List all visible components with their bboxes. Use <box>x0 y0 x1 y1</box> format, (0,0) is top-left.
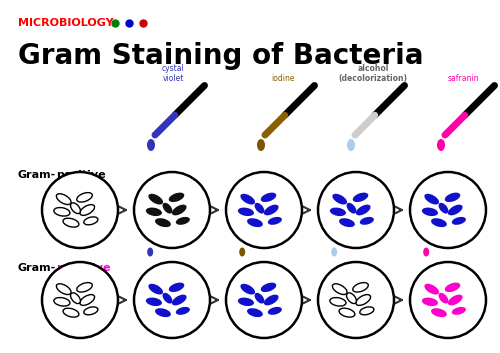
Ellipse shape <box>168 283 184 292</box>
Text: positive: positive <box>56 170 106 180</box>
Ellipse shape <box>70 203 81 214</box>
Ellipse shape <box>431 218 447 227</box>
Ellipse shape <box>76 193 92 202</box>
Ellipse shape <box>254 293 264 304</box>
Ellipse shape <box>444 283 460 292</box>
Ellipse shape <box>63 218 79 227</box>
Text: cystal
violet: cystal violet <box>162 64 184 83</box>
Ellipse shape <box>155 218 171 227</box>
Ellipse shape <box>56 194 71 204</box>
Ellipse shape <box>346 203 356 214</box>
Ellipse shape <box>264 205 278 215</box>
Ellipse shape <box>240 284 255 294</box>
Ellipse shape <box>360 217 374 225</box>
Ellipse shape <box>422 208 438 216</box>
Ellipse shape <box>347 139 355 151</box>
Ellipse shape <box>172 205 186 215</box>
Ellipse shape <box>437 139 445 151</box>
Ellipse shape <box>260 193 276 202</box>
Ellipse shape <box>352 283 368 292</box>
Ellipse shape <box>76 283 92 292</box>
Text: MICROBIOLOGY: MICROBIOLOGY <box>18 18 114 28</box>
Circle shape <box>226 172 302 248</box>
Ellipse shape <box>54 298 70 306</box>
Ellipse shape <box>168 193 184 202</box>
Ellipse shape <box>423 247 429 257</box>
Ellipse shape <box>356 205 370 215</box>
Circle shape <box>410 172 486 248</box>
Ellipse shape <box>257 139 265 151</box>
Ellipse shape <box>452 307 466 315</box>
Ellipse shape <box>352 193 368 202</box>
Circle shape <box>42 172 118 248</box>
Text: Gram-: Gram- <box>18 263 56 273</box>
Ellipse shape <box>422 298 438 306</box>
Text: Gram Staining of Bacteria: Gram Staining of Bacteria <box>18 42 424 70</box>
Circle shape <box>410 262 486 338</box>
Ellipse shape <box>424 284 439 294</box>
Circle shape <box>318 262 394 338</box>
Circle shape <box>318 172 394 248</box>
Ellipse shape <box>172 295 186 305</box>
Text: Gram-: Gram- <box>18 170 56 180</box>
Ellipse shape <box>63 308 79 317</box>
Ellipse shape <box>148 194 163 204</box>
Ellipse shape <box>80 295 94 305</box>
Ellipse shape <box>84 307 98 315</box>
Ellipse shape <box>254 203 264 214</box>
Ellipse shape <box>332 194 347 204</box>
Ellipse shape <box>330 208 346 216</box>
Circle shape <box>134 262 210 338</box>
Ellipse shape <box>162 203 172 214</box>
Circle shape <box>134 172 210 248</box>
Ellipse shape <box>264 295 278 305</box>
Ellipse shape <box>330 298 346 306</box>
Ellipse shape <box>240 194 255 204</box>
Ellipse shape <box>176 307 190 315</box>
Text: alcohol
(decolorization): alcohol (decolorization) <box>338 64 407 83</box>
Ellipse shape <box>147 139 155 151</box>
Ellipse shape <box>70 293 81 304</box>
Ellipse shape <box>268 217 282 225</box>
Ellipse shape <box>238 298 254 306</box>
Ellipse shape <box>448 205 462 215</box>
Ellipse shape <box>155 308 171 317</box>
Ellipse shape <box>146 208 162 216</box>
Ellipse shape <box>438 203 448 214</box>
Ellipse shape <box>332 284 347 294</box>
Ellipse shape <box>444 193 460 202</box>
Ellipse shape <box>356 295 370 305</box>
Ellipse shape <box>346 293 356 304</box>
Ellipse shape <box>239 247 245 257</box>
Ellipse shape <box>339 308 355 317</box>
Ellipse shape <box>80 205 94 215</box>
Ellipse shape <box>448 295 462 305</box>
Ellipse shape <box>247 218 263 227</box>
Ellipse shape <box>176 217 190 225</box>
Ellipse shape <box>238 208 254 216</box>
Text: iodine: iodine <box>271 74 295 83</box>
Text: negative: negative <box>56 263 110 273</box>
Circle shape <box>42 262 118 338</box>
Circle shape <box>226 262 302 338</box>
Ellipse shape <box>247 308 263 317</box>
Ellipse shape <box>146 298 162 306</box>
Ellipse shape <box>339 218 355 227</box>
Ellipse shape <box>424 194 439 204</box>
Ellipse shape <box>54 208 70 216</box>
Ellipse shape <box>147 247 153 257</box>
Ellipse shape <box>148 284 163 294</box>
Ellipse shape <box>360 307 374 315</box>
Ellipse shape <box>331 247 337 257</box>
Ellipse shape <box>452 217 466 225</box>
Text: safranin: safranin <box>448 74 479 83</box>
Ellipse shape <box>56 284 71 294</box>
Ellipse shape <box>260 283 276 292</box>
Ellipse shape <box>438 293 448 304</box>
Ellipse shape <box>84 217 98 225</box>
Ellipse shape <box>162 293 172 304</box>
Ellipse shape <box>268 307 282 315</box>
Ellipse shape <box>431 308 447 317</box>
